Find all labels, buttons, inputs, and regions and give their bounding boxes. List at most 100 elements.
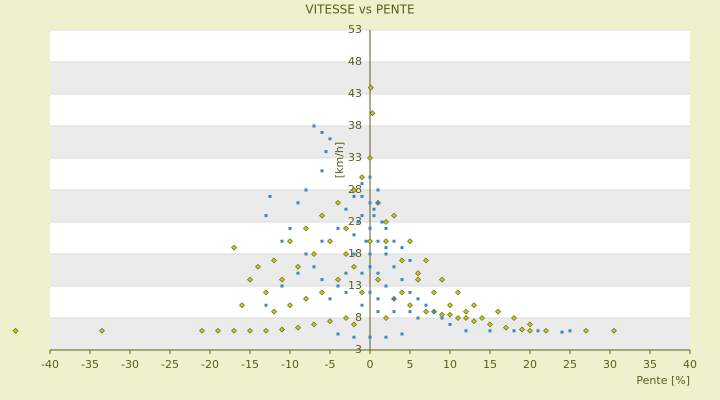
point: [12, 327, 19, 334]
x-tick-label: 0: [367, 358, 374, 371]
point: [320, 239, 324, 243]
point: [408, 290, 412, 294]
point: [344, 271, 348, 275]
point: [304, 252, 308, 256]
point: [512, 329, 516, 333]
point: [263, 289, 269, 296]
point: [408, 258, 412, 262]
x-tick-label: 5: [407, 358, 414, 371]
point: [327, 318, 333, 325]
point: [407, 302, 413, 309]
point: [327, 238, 333, 245]
point: [368, 201, 372, 205]
point: [383, 315, 389, 321]
point: [423, 308, 429, 315]
point: [392, 310, 396, 314]
point: [343, 251, 349, 257]
x-tick-label: -5: [325, 358, 336, 371]
point: [440, 316, 444, 320]
point: [495, 308, 501, 315]
point: [351, 263, 357, 270]
point: [344, 290, 348, 294]
point: [400, 278, 404, 282]
x-tick-label: 25: [563, 358, 577, 371]
point: [352, 252, 356, 256]
point: [356, 220, 360, 224]
point: [392, 239, 396, 243]
point: [488, 329, 492, 333]
point: [343, 315, 349, 321]
point: [320, 130, 324, 134]
y-tick-label: 53: [348, 23, 362, 36]
point: [352, 335, 356, 339]
point: [464, 329, 468, 333]
point: [311, 321, 317, 328]
point: [271, 257, 277, 264]
point: [463, 315, 469, 321]
x-tick-label: 35: [643, 358, 657, 371]
point: [288, 226, 292, 230]
point: [376, 310, 380, 314]
point: [320, 169, 324, 173]
point: [384, 284, 388, 288]
point: [247, 327, 253, 334]
point: [376, 239, 380, 243]
point: [199, 327, 205, 334]
y-tick-label: 23: [348, 215, 362, 228]
point: [384, 252, 388, 256]
point: [376, 201, 380, 205]
point: [384, 335, 388, 339]
x-tick-label: 40: [683, 358, 697, 371]
point: [359, 289, 365, 296]
x-tick-label: -30: [121, 358, 139, 371]
point: [383, 219, 389, 225]
y-tick-label: 43: [348, 87, 362, 100]
point: [268, 194, 272, 198]
point: [328, 297, 332, 301]
point: [231, 327, 237, 334]
y-tick-label: 48: [348, 55, 362, 68]
point: [416, 297, 420, 301]
x-tick-label: 20: [523, 358, 537, 371]
x-tick-label: -20: [201, 358, 219, 371]
point: [471, 318, 477, 325]
point: [364, 239, 368, 243]
point: [415, 276, 421, 283]
point: [367, 155, 373, 161]
point: [99, 327, 105, 334]
point: [271, 308, 277, 315]
point: [423, 257, 429, 264]
point: [391, 212, 397, 219]
point: [335, 276, 341, 283]
point: [384, 246, 388, 250]
point: [303, 225, 309, 232]
point: [372, 214, 376, 218]
point: [312, 265, 316, 269]
point: [372, 207, 376, 211]
point: [400, 332, 404, 336]
point: [231, 244, 237, 251]
point: [432, 310, 436, 314]
point: [368, 265, 372, 269]
point: [296, 201, 300, 205]
point: [407, 238, 413, 245]
point: [351, 321, 357, 328]
x-tick-label: -10: [281, 358, 299, 371]
point: [399, 257, 405, 264]
point: [319, 289, 325, 296]
point: [247, 276, 253, 283]
point: [439, 276, 445, 283]
point: [560, 330, 564, 334]
point: [336, 226, 340, 230]
point: [416, 316, 420, 320]
y-tick-label: 3: [355, 343, 362, 356]
x-tick-label: 10: [443, 358, 457, 371]
point: [408, 310, 412, 314]
point: [335, 199, 341, 206]
point: [392, 297, 396, 301]
point: [296, 271, 300, 275]
point: [503, 324, 509, 331]
point: [479, 315, 485, 321]
point: [368, 335, 372, 339]
